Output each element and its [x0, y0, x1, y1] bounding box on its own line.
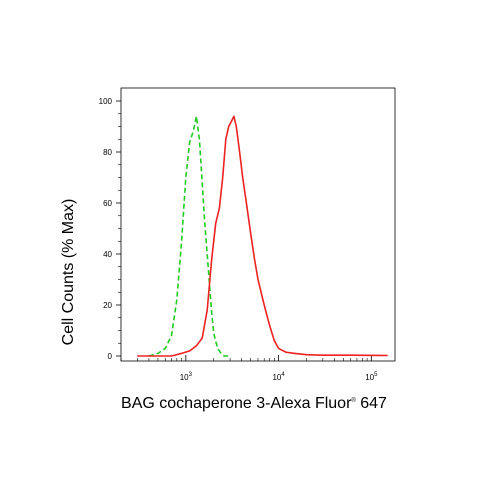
x-tick-label: 105: [365, 372, 378, 382]
x-axis-title-suffix: 647: [356, 395, 387, 412]
x-axis-title: BAG cochaperone 3-Alexa Fluor® 647: [121, 395, 387, 412]
x-axis-title-main: BAG cochaperone 3-Alexa Fluor: [121, 395, 352, 412]
series-layer: [137, 115, 388, 357]
x-tick-label: 103: [180, 372, 193, 382]
series-line-2: [137, 115, 388, 357]
y-tick-label: 0: [108, 352, 113, 361]
x-axis-title-superscript: ®: [351, 397, 356, 404]
x-tick-label: 104: [272, 372, 285, 382]
plot-frame: [120, 87, 396, 362]
y-tick-label: 20: [103, 301, 112, 310]
axis-ticks: 0 20 40 60 80 100 103 104 105: [99, 97, 378, 382]
y-tick-label: 40: [103, 250, 112, 259]
y-tick-label: 60: [103, 199, 112, 208]
y-tick-label: 100: [99, 97, 113, 106]
y-tick-label: 80: [103, 148, 112, 157]
series-line-1: [148, 115, 231, 357]
y-axis-title: Cell Counts (% Max): [60, 199, 77, 346]
